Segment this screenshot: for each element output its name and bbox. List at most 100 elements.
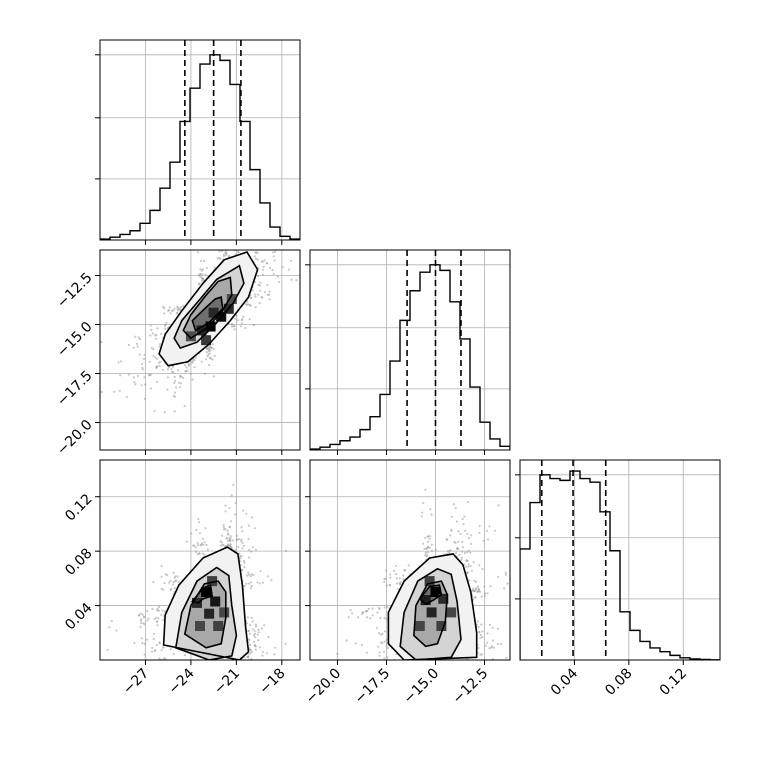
scatter-point xyxy=(203,541,206,544)
scatter-point xyxy=(277,237,279,239)
scatter-point xyxy=(228,255,231,258)
scatter-point xyxy=(141,368,144,371)
scatter-point xyxy=(403,661,405,663)
scatter-point xyxy=(140,384,143,387)
scatter-point xyxy=(470,569,473,572)
scatter-point xyxy=(276,275,279,278)
y-tick-label: −15.0 xyxy=(54,319,96,361)
scatter-point xyxy=(445,537,448,541)
scatter-point xyxy=(361,612,364,616)
scatter-point xyxy=(252,223,254,225)
pair-2-cell-2 xyxy=(438,593,449,604)
scatter-point xyxy=(110,619,113,623)
scatter-point xyxy=(378,607,381,610)
pair-1-contour-0 xyxy=(162,546,250,660)
scatter-point xyxy=(467,549,470,552)
scatter-point xyxy=(139,625,142,629)
scatter-point xyxy=(172,394,175,397)
pair-2-cell-4 xyxy=(436,621,447,631)
scatter-point xyxy=(166,368,170,371)
x-tick-label: −27 xyxy=(120,666,152,698)
scatter-point xyxy=(260,260,263,263)
scatter-point xyxy=(246,616,249,619)
scatter-point xyxy=(494,696,496,698)
scatter-point xyxy=(118,389,121,392)
scatter-point xyxy=(409,660,411,662)
scatter-point xyxy=(457,547,460,551)
scatter-point xyxy=(366,666,368,668)
scatter-point xyxy=(252,693,254,695)
scatter-point xyxy=(238,552,241,555)
scatter-point xyxy=(254,548,257,551)
scatter-point xyxy=(385,642,388,645)
scatter-point xyxy=(252,573,255,577)
scatter-point xyxy=(463,563,466,566)
scatter-point xyxy=(201,273,204,276)
scatter-point xyxy=(403,569,406,572)
scatter-point xyxy=(251,289,254,292)
scatter-point xyxy=(163,582,166,585)
scatter-point xyxy=(247,653,250,656)
scatter-point xyxy=(197,521,200,524)
scatter-point xyxy=(169,579,172,583)
scatter-point xyxy=(151,332,155,335)
scatter-point xyxy=(402,675,404,677)
scatter-point xyxy=(430,513,433,516)
scatter-point xyxy=(426,535,430,538)
pair-0-contour-2 xyxy=(182,276,233,340)
scatter-point xyxy=(228,526,231,529)
scatter-point xyxy=(491,626,494,629)
scatter-point xyxy=(209,349,212,352)
pair-1-cell-4 xyxy=(213,621,224,631)
scatter-point xyxy=(183,405,186,408)
scatter-point xyxy=(247,689,249,691)
scatter-point xyxy=(189,372,192,375)
scatter-point xyxy=(354,642,357,645)
scatter-point xyxy=(384,665,386,667)
scatter-point xyxy=(402,578,405,581)
scatter-point xyxy=(253,527,256,530)
scatter-point xyxy=(245,660,247,662)
scatter-point xyxy=(152,354,155,357)
scatter-point xyxy=(235,314,238,317)
scatter-point xyxy=(458,553,461,557)
scatter-point xyxy=(156,620,159,623)
scatter-point xyxy=(378,654,381,657)
scatter-point xyxy=(257,639,260,642)
scatter-point xyxy=(366,616,369,619)
scatter-point xyxy=(206,355,209,358)
scatter-point xyxy=(464,565,467,568)
scatter-point xyxy=(162,588,165,591)
scatter-point xyxy=(231,231,233,233)
scatter-point xyxy=(420,515,423,518)
scatter-point xyxy=(247,682,249,684)
scatter-point xyxy=(163,327,166,330)
scatter-point xyxy=(226,539,229,543)
scatter-point xyxy=(253,669,255,671)
scatter-point xyxy=(345,639,348,642)
scatter-point xyxy=(386,606,389,609)
scatter-point xyxy=(161,368,165,372)
scatter-point xyxy=(212,375,216,378)
scatter-point xyxy=(476,585,480,588)
scatter-point xyxy=(162,646,165,649)
scatter-point xyxy=(134,335,137,338)
scatter-point xyxy=(158,345,161,348)
scatter-point xyxy=(466,532,469,536)
scatter-point xyxy=(182,304,185,307)
scatter-point xyxy=(402,681,404,683)
scatter-point xyxy=(398,577,401,580)
scatter-point xyxy=(170,588,173,591)
pair-0-contour-1 xyxy=(173,264,245,349)
scatter-point xyxy=(469,564,472,568)
scatter-point xyxy=(224,504,227,507)
scatter-point xyxy=(448,549,451,553)
scatter-point xyxy=(446,550,450,553)
scatter-point xyxy=(194,546,197,549)
scatter-point xyxy=(138,353,141,356)
scatter-point xyxy=(143,376,146,379)
scatter-point xyxy=(479,690,481,692)
scatter-point xyxy=(157,361,161,364)
pair-0-frame xyxy=(99,249,301,451)
scatter-point xyxy=(405,673,407,675)
